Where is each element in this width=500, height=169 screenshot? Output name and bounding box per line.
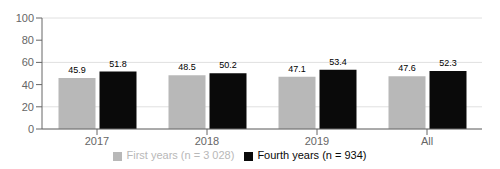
svg-text:52.3: 52.3 <box>439 58 457 68</box>
svg-text:47.1: 47.1 <box>288 64 306 74</box>
svg-text:2017: 2017 <box>85 135 109 147</box>
svg-text:50.2: 50.2 <box>219 60 237 70</box>
svg-text:45.9: 45.9 <box>68 65 86 75</box>
svg-text:All: All <box>421 135 433 147</box>
svg-text:2019: 2019 <box>305 135 329 147</box>
svg-text:48.5: 48.5 <box>178 62 196 72</box>
svg-text:0: 0 <box>28 123 34 135</box>
svg-text:2018: 2018 <box>195 135 219 147</box>
svg-text:40: 40 <box>22 79 34 91</box>
svg-text:20: 20 <box>22 101 34 113</box>
html-text:First years (n = 3 028): First years (n = 3 028) <box>126 149 235 161</box>
svg-text:80: 80 <box>22 34 34 46</box>
svg-text:100: 100 <box>16 12 34 24</box>
svg-text:60: 60 <box>22 56 34 68</box>
svg-text:53.4: 53.4 <box>329 57 347 67</box>
svg-text:47.6: 47.6 <box>398 63 416 73</box>
svg-text:51.8: 51.8 <box>109 59 127 69</box>
html-text:Fourth years (n = 934): Fourth years (n = 934) <box>257 149 367 161</box>
